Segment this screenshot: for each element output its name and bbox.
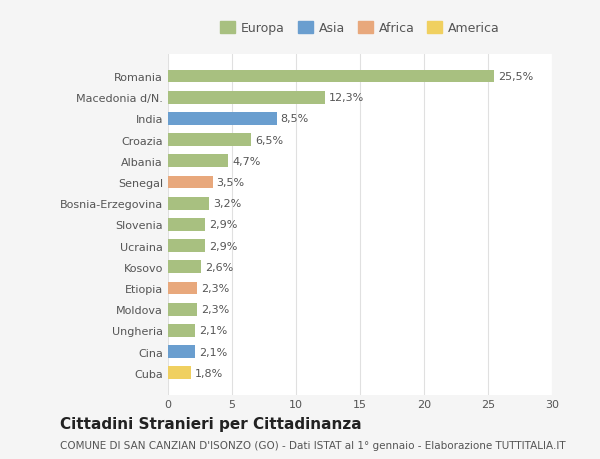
Text: 2,9%: 2,9% xyxy=(209,220,238,230)
Bar xyxy=(168,197,209,210)
Text: 6,5%: 6,5% xyxy=(255,135,283,146)
Text: COMUNE DI SAN CANZIAN D'ISONZO (GO) - Dati ISTAT al 1° gennaio - Elaborazione TU: COMUNE DI SAN CANZIAN D'ISONZO (GO) - Da… xyxy=(60,440,566,450)
Legend: Europa, Asia, Africa, America: Europa, Asia, Africa, America xyxy=(215,17,505,40)
Bar xyxy=(168,240,205,252)
Text: 3,5%: 3,5% xyxy=(217,178,245,188)
Bar xyxy=(168,218,205,231)
Text: 12,3%: 12,3% xyxy=(329,93,365,103)
Text: Cittadini Stranieri per Cittadinanza: Cittadini Stranieri per Cittadinanza xyxy=(60,416,362,431)
Text: 2,1%: 2,1% xyxy=(199,326,227,336)
Text: 4,7%: 4,7% xyxy=(232,157,260,167)
Text: 1,8%: 1,8% xyxy=(195,368,223,378)
Bar xyxy=(168,92,325,104)
Bar xyxy=(168,303,197,316)
Text: 2,1%: 2,1% xyxy=(199,347,227,357)
Bar xyxy=(168,367,191,379)
Bar xyxy=(168,71,494,83)
Text: 2,3%: 2,3% xyxy=(201,304,230,314)
Bar xyxy=(168,325,195,337)
Text: 2,6%: 2,6% xyxy=(205,262,233,272)
Text: 25,5%: 25,5% xyxy=(498,72,533,82)
Bar xyxy=(168,282,197,295)
Bar xyxy=(168,176,213,189)
Bar xyxy=(168,155,228,168)
Text: 3,2%: 3,2% xyxy=(213,199,241,209)
Text: 2,9%: 2,9% xyxy=(209,241,238,251)
Text: 8,5%: 8,5% xyxy=(281,114,309,124)
Bar xyxy=(168,134,251,147)
Bar xyxy=(168,261,201,274)
Bar xyxy=(168,346,195,358)
Bar xyxy=(168,113,277,125)
Text: 2,3%: 2,3% xyxy=(201,283,230,293)
